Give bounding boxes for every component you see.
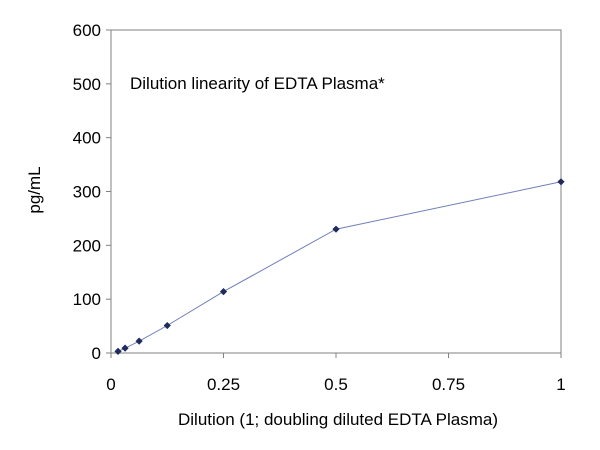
y-axis-title: pg/mL bbox=[25, 166, 44, 213]
x-tick-label: 1 bbox=[556, 375, 565, 394]
data-point bbox=[114, 347, 122, 355]
y-tick-label: 400 bbox=[73, 129, 101, 148]
data-point bbox=[332, 225, 340, 233]
y-tick-label: 200 bbox=[73, 236, 101, 255]
x-tick-label: 0.25 bbox=[207, 375, 240, 394]
data-point bbox=[163, 321, 171, 330]
series-layer bbox=[114, 178, 565, 355]
x-tick-label: 0.5 bbox=[324, 375, 348, 394]
x-tick-label: 0 bbox=[106, 375, 115, 394]
series-line bbox=[117, 181, 562, 352]
data-point bbox=[219, 288, 228, 296]
y-tick-label: 100 bbox=[73, 290, 101, 309]
y-tick-label: 300 bbox=[73, 183, 101, 202]
x-tick-label: 0.75 bbox=[432, 375, 465, 394]
y-tick-label: 0 bbox=[92, 344, 101, 363]
data-point bbox=[557, 178, 565, 186]
y-tick-label: 500 bbox=[73, 75, 101, 94]
x-axis-title: Dilution (1; doubling diluted EDTA Plasm… bbox=[178, 410, 498, 429]
chart-annotation: Dilution linearity of EDTA Plasma* bbox=[130, 74, 385, 93]
data-point bbox=[121, 344, 129, 352]
x-axis-ticks: 0 0.25 0.5 0.75 1 bbox=[106, 353, 566, 394]
y-tick-label: 600 bbox=[73, 21, 101, 40]
data-point bbox=[135, 337, 143, 345]
y-axis-ticks: 0 100 200 300 400 500 600 bbox=[73, 21, 111, 363]
